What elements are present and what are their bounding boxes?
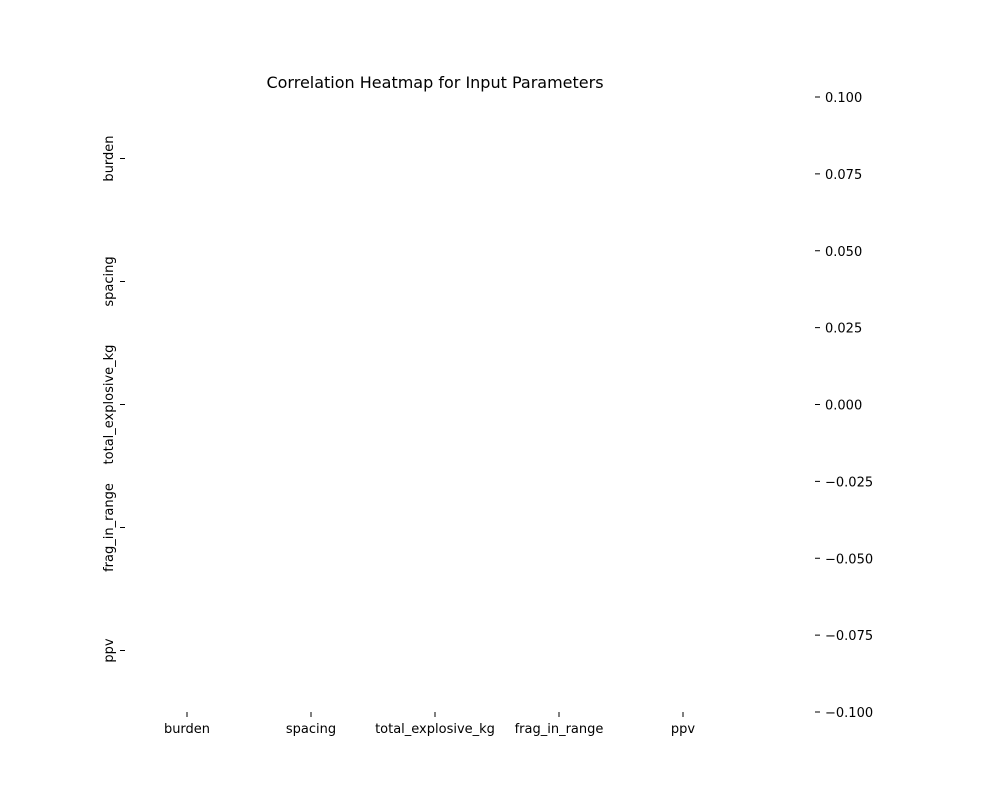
x-tick-label: burden: [164, 722, 210, 737]
y-tick-label: burden: [102, 135, 117, 181]
y-tick-label: spacing: [102, 256, 117, 306]
colorbar-tick-label: 0.000: [825, 399, 862, 414]
y-tick-label: ppv: [102, 638, 117, 663]
colorbar-tick-label: 0.025: [825, 322, 862, 337]
x-tick-label: frag_in_range: [515, 722, 604, 737]
y-axis: burden spacing total_explosive_kg frag_in_r…: [102, 135, 125, 663]
x-axis: burden spacing total_explosive_kg frag_in_r…: [164, 712, 695, 737]
x-tick-label: spacing: [286, 722, 336, 737]
chart-title: Correlation Heatmap for Input Parameters: [266, 73, 603, 92]
colorbar: 0.100 0.075 0.050 0.025 0.000 −0.025 −0.050 −0.…: [815, 91, 873, 721]
colorbar-tick-label: 0.100: [825, 91, 862, 106]
x-tick-label: ppv: [671, 722, 696, 737]
y-tick-label: frag_in_range: [102, 483, 117, 572]
colorbar-tick-label: 0.050: [825, 245, 862, 260]
colorbar-tick-label: −0.100: [825, 706, 873, 721]
colorbar-tick-label: 0.075: [825, 168, 862, 183]
colorbar-tick-label: −0.025: [825, 475, 873, 490]
y-tick-label: total_explosive_kg: [102, 345, 117, 465]
colorbar-tick-label: −0.050: [825, 552, 873, 567]
colorbar-tick-label: −0.075: [825, 629, 873, 644]
x-tick-label: total_explosive_kg: [375, 722, 495, 737]
